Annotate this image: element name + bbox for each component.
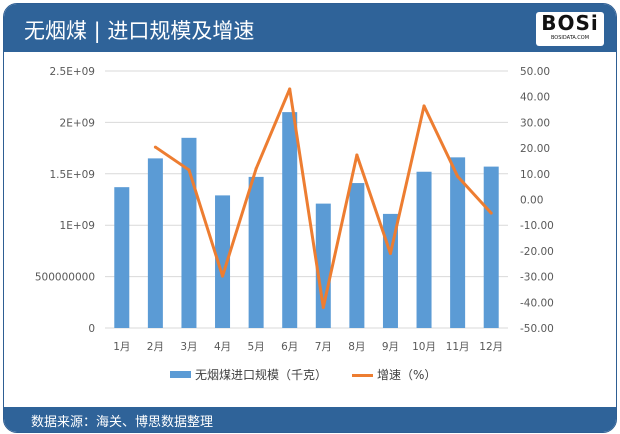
- x-tick-label: 2月: [147, 341, 164, 353]
- x-tick-label: 1月: [113, 341, 130, 353]
- right-tick-label: 10.00: [520, 169, 550, 181]
- left-tick-label: 0: [88, 323, 95, 335]
- x-tick-label: 11月: [446, 341, 470, 353]
- right-tick-label: -50.00: [520, 323, 554, 335]
- page-title: 无烟煤 | 进口规模及增速: [24, 19, 255, 43]
- left-tick-label: 1E+09: [60, 220, 95, 232]
- header-bar: 无烟煤 | 进口规模及增速 BOSi BOSIDATA.COM: [4, 4, 616, 52]
- data-source: 数据来源：海关、博思数据整理: [31, 415, 214, 430]
- x-tick-label: 6月: [281, 341, 298, 353]
- growth-point: [456, 174, 460, 178]
- growth-point: [153, 145, 157, 149]
- legend-line-label: 增速（%）: [377, 368, 437, 382]
- right-tick-label: 40.00: [520, 92, 550, 104]
- growth-point: [388, 251, 392, 255]
- footer-bar: 数据来源：海关、博思数据整理: [4, 407, 616, 432]
- growth-point: [355, 153, 359, 157]
- left-tick-label: 500000000: [35, 272, 95, 284]
- x-tick-label: 5月: [248, 341, 265, 353]
- chart-card: 无烟煤 | 进口规模及增速 BOSi BOSIDATA.COM 数据来源：海关、…: [3, 3, 617, 433]
- bar: [450, 157, 466, 328]
- bar: [416, 171, 432, 328]
- left-tick-label: 1.5E+09: [50, 169, 96, 181]
- growth-point: [221, 274, 225, 278]
- right-tick-label: -40.00: [520, 297, 554, 309]
- legend-bar-label: 无烟煤进口规模（千克）: [195, 368, 328, 382]
- right-tick-label: 20.00: [520, 143, 550, 155]
- legend-line-swatch: [352, 374, 373, 377]
- x-tick-label: 8月: [348, 341, 365, 353]
- right-tick-label: -10.00: [520, 220, 554, 232]
- left-tick-label: 2E+09: [60, 117, 95, 129]
- bar: [349, 183, 365, 328]
- x-tick-label: 7月: [315, 341, 332, 353]
- x-tick-label: 4月: [214, 341, 231, 353]
- right-tick-label: -30.00: [520, 272, 554, 284]
- left-tick-label: 2.5E+09: [50, 66, 96, 78]
- bar: [282, 112, 298, 329]
- bar: [215, 195, 231, 328]
- right-tick-label: -20.00: [520, 246, 554, 258]
- growth-point: [422, 104, 426, 108]
- right-tick-label: 0.00: [520, 195, 543, 207]
- bar: [483, 166, 499, 328]
- bosi-logo: BOSi BOSIDATA.COM: [536, 12, 604, 46]
- x-tick-label: 12月: [479, 341, 503, 353]
- x-tick-label: 9月: [382, 341, 399, 353]
- growth-point: [254, 167, 258, 171]
- growth-point: [187, 168, 191, 172]
- growth-point: [288, 87, 292, 91]
- right-tick-label: 50.00: [520, 66, 550, 78]
- bar: [147, 158, 163, 328]
- growth-point: [321, 305, 325, 309]
- right-tick-label: 30.00: [520, 117, 550, 129]
- legend-bar-swatch: [170, 371, 191, 378]
- bar: [248, 176, 264, 328]
- x-tick-label: 3月: [180, 341, 197, 353]
- growth-point: [489, 211, 493, 215]
- x-tick-label: 10月: [412, 341, 436, 353]
- bar: [114, 187, 130, 328]
